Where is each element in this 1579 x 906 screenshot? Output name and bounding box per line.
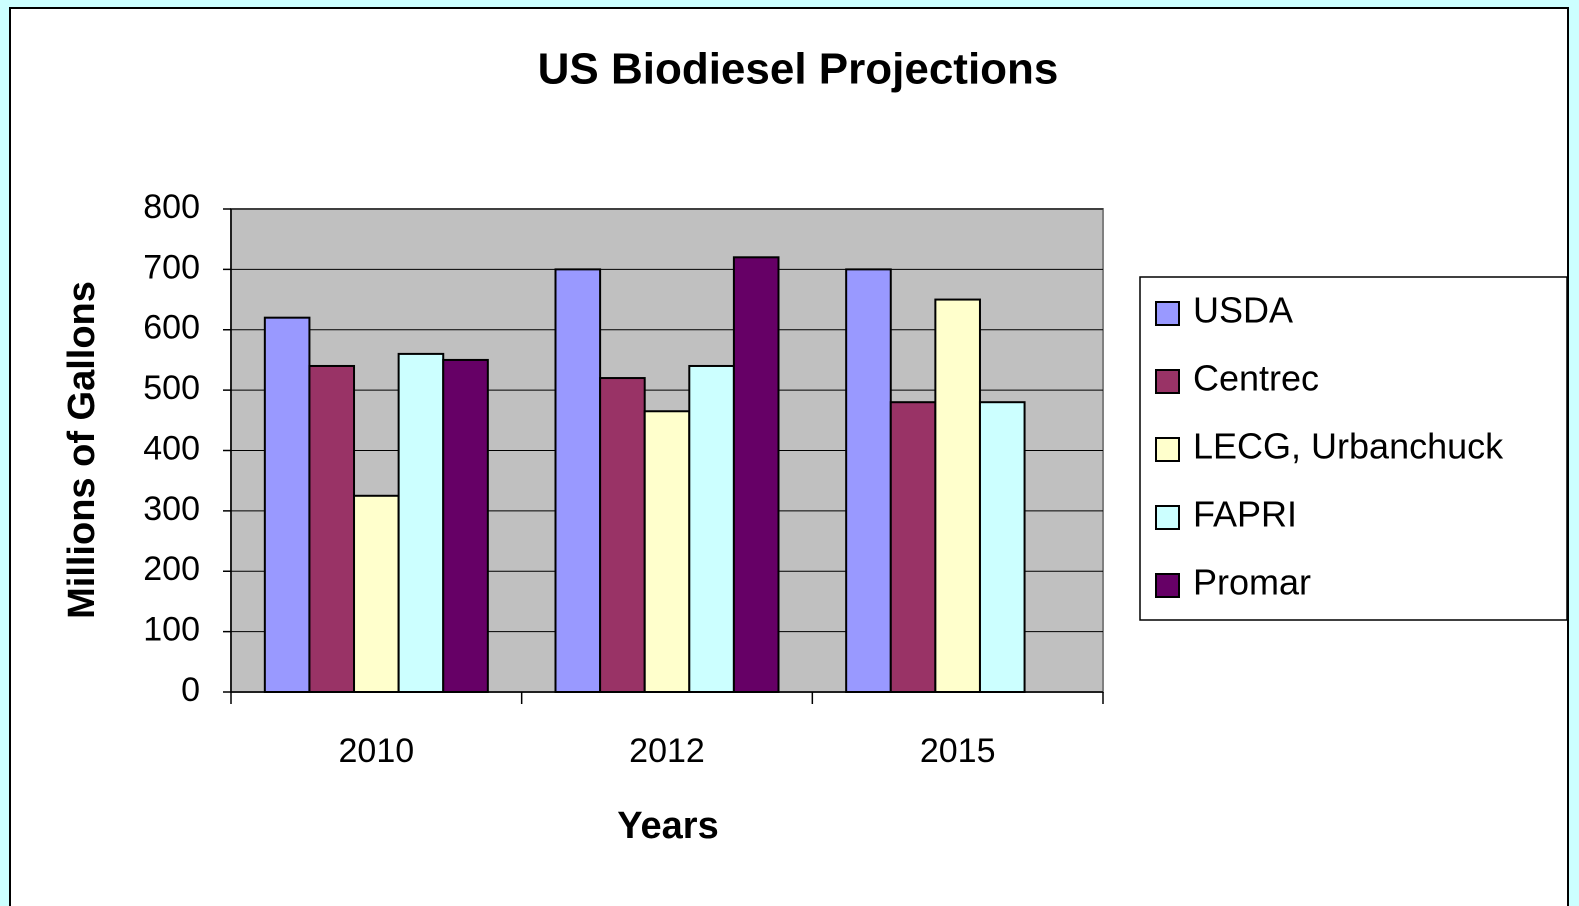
y-tick-label: 700 [143,248,200,286]
legend-label: Promar [1193,562,1311,603]
bar [397,352,445,693]
bar [889,401,937,693]
legend-label: FAPRI [1193,494,1297,535]
y-tick-label: 800 [143,188,200,226]
bar [263,316,311,693]
bar [643,410,691,693]
y-axis-label: Millions of Gallons [61,281,103,619]
bar [554,268,602,693]
bar [978,401,1026,693]
bar [732,256,780,693]
legend-swatch [1155,505,1180,530]
bar [442,358,489,693]
bar [599,377,646,693]
x-tick-label: 2015 [920,732,996,770]
legend-box [1139,276,1568,621]
legend-label: LECG, Urbanchuck [1193,426,1504,467]
x-tick-label: 2012 [629,732,705,770]
y-tick-label: 600 [143,309,200,347]
y-tick-label: 400 [143,429,200,467]
bar [934,298,981,693]
y-tick-label: 100 [143,611,200,649]
y-tick-label: 500 [143,369,200,407]
y-tick-label: 300 [143,490,200,528]
legend-swatch [1155,437,1180,462]
x-tick-label: 2010 [339,732,415,770]
legend-label: USDA [1193,290,1293,331]
bar [845,268,892,693]
x-axis-label: Years [617,805,718,847]
bar [688,364,735,693]
bar [353,494,400,693]
bar [308,364,356,693]
legend-swatch [1155,573,1180,598]
legend-swatch [1155,301,1180,326]
y-tick-label: 0 [181,671,200,709]
legend-swatch [1155,369,1180,394]
legend-label: Centrec [1193,358,1319,399]
chart-title: US Biodiesel Projections [538,45,1059,94]
y-tick-label: 200 [143,550,200,588]
